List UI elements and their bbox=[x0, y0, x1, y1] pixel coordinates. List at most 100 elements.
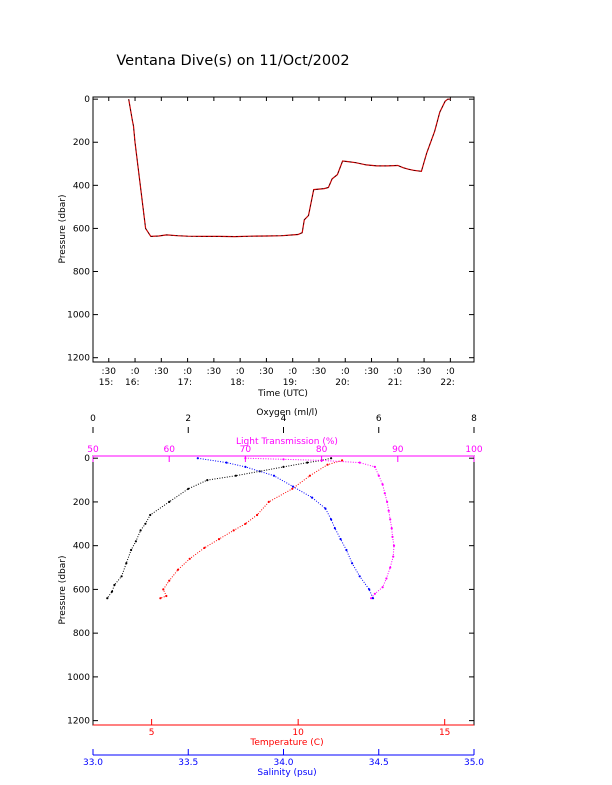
oxygen-profile-point bbox=[234, 474, 237, 477]
oxygen-tick-label: 2 bbox=[185, 414, 191, 424]
profile-y-tick-label: 1000 bbox=[67, 673, 90, 683]
salinity-profile-point bbox=[368, 588, 371, 591]
temperature-profile-point bbox=[232, 529, 235, 532]
oxygen-profile-point bbox=[206, 479, 209, 482]
temperature-profile-point bbox=[176, 568, 180, 571]
oxygen-profile-point bbox=[187, 487, 190, 490]
profile-y-tick-label: 200 bbox=[73, 498, 90, 508]
temperature-profile-point bbox=[203, 546, 206, 550]
temperature-profile-line bbox=[160, 459, 343, 599]
temperature-profile-point bbox=[291, 487, 294, 490]
oxygen-profile-point bbox=[282, 465, 285, 468]
salinity-profile-point bbox=[272, 474, 276, 477]
time-y-tick-label: 1000 bbox=[67, 311, 90, 321]
light_transmission-profile-point bbox=[387, 509, 390, 512]
profile-series bbox=[106, 457, 396, 600]
salinity-tick-label: 34.0 bbox=[273, 758, 293, 768]
light_transmission-profile-point bbox=[383, 492, 386, 495]
time-x-tick-label: :30 bbox=[102, 367, 117, 377]
time-y-tick-label: 800 bbox=[73, 268, 90, 278]
time-x-tick-sublabel: 19: bbox=[283, 378, 297, 388]
salinity-axis-title: Salinity (psu) bbox=[257, 768, 316, 778]
time-x-tick-label: :0 bbox=[236, 367, 245, 377]
light_transmission-tick-label: 70 bbox=[240, 445, 252, 455]
oxygen-profile-point bbox=[113, 583, 116, 587]
profile-y-tick-label: 800 bbox=[73, 629, 90, 639]
profile-y-tick-label: 400 bbox=[73, 542, 90, 552]
time-x-tick-sublabel: 20: bbox=[335, 378, 349, 388]
time-x-ticks: :3015::016::30:017::30:018::30:019::30:0… bbox=[99, 97, 455, 388]
time-x-tick-label: :0 bbox=[341, 367, 350, 377]
salinity-tick-label: 34.5 bbox=[369, 758, 389, 768]
light_transmission-profile-point bbox=[389, 566, 392, 569]
time-x-tick-sublabel: 22: bbox=[440, 378, 454, 388]
profile-chart: 0 2 4 6 8 50 60 70 80 90 100 5 10 15 33.0 33.5 34.0 34.5 3… bbox=[58, 408, 484, 778]
light_transmission-profile-point bbox=[370, 597, 373, 600]
salinity-tick-label: 33.0 bbox=[83, 758, 103, 768]
time-chart-frame bbox=[92, 96, 475, 363]
light_transmission-profile-point bbox=[391, 535, 394, 539]
temperature-tick-label: 10 bbox=[292, 728, 304, 738]
light_transmission-tick-label: 80 bbox=[316, 445, 328, 455]
oxygen-profile-point bbox=[306, 461, 309, 464]
temperature-tick-label: 15 bbox=[439, 728, 450, 738]
light_transmission-profile-point bbox=[381, 483, 384, 486]
time-x-axis-title: Time (UTC) bbox=[257, 389, 308, 399]
time-x-tick-label: :30 bbox=[312, 367, 327, 377]
time-y-tick-label: 400 bbox=[73, 181, 90, 191]
temperature-profile-point bbox=[308, 474, 311, 477]
salinity-tick-label: 35.0 bbox=[464, 758, 484, 768]
oxygen-tick-label: 6 bbox=[376, 414, 382, 424]
light_transmission-profile-point bbox=[385, 577, 388, 580]
temperature-profile-point bbox=[188, 557, 191, 560]
temperature-profile-point bbox=[326, 463, 329, 466]
light_transmission-profile-point bbox=[392, 544, 396, 547]
salinity-profile-point bbox=[324, 507, 327, 510]
salinity-profile-point bbox=[291, 485, 295, 488]
light_transmission-profile-point bbox=[392, 555, 395, 558]
salinity-profile-point bbox=[311, 496, 314, 499]
light_transmission-tick-label: 100 bbox=[465, 445, 482, 455]
salinity-profile-point bbox=[330, 518, 333, 521]
light_transmission-profile-point bbox=[373, 592, 376, 595]
temperature-profile-point bbox=[162, 588, 165, 591]
oxygen-profile-point bbox=[144, 522, 147, 525]
light_transmission-profile-point bbox=[373, 465, 376, 468]
oxygen-profile-point bbox=[330, 457, 333, 460]
salinity-profile-point bbox=[244, 465, 247, 468]
temperature-profile-point bbox=[256, 513, 259, 517]
light-transmission-axis-title: Light Transmission (%) bbox=[236, 437, 338, 447]
time-y-axis-title: Pressure (dbar) bbox=[58, 195, 68, 264]
salinity-profile-point bbox=[333, 527, 336, 530]
salinity-profile-point bbox=[225, 461, 228, 464]
profile-y-tick-label: 600 bbox=[73, 585, 90, 595]
temperature-profile-point bbox=[159, 597, 162, 600]
oxygen-profile-point bbox=[149, 513, 152, 517]
light_transmission-profile-point bbox=[244, 457, 247, 460]
light_transmission-profile-line bbox=[245, 457, 395, 599]
temperature-profile-point bbox=[217, 538, 221, 541]
profile-chart-frame bbox=[92, 455, 475, 726]
light_transmission-profile-point bbox=[389, 518, 392, 521]
light_transmission-profile-point bbox=[377, 474, 380, 477]
temperature-profile-point bbox=[168, 579, 171, 582]
oxygen-profile-point bbox=[168, 500, 171, 503]
salinity-profile-point bbox=[358, 575, 361, 578]
time-y-tick-label: 1200 bbox=[67, 354, 90, 364]
time-x-tick-sublabel: 17: bbox=[178, 378, 192, 388]
time-x-tick-label: :30 bbox=[207, 367, 222, 377]
time-y-tick-label: 600 bbox=[73, 224, 90, 234]
oxygen-axis-title: Oxygen (ml/l) bbox=[256, 408, 317, 418]
time-series bbox=[128, 98, 451, 238]
oxygen-tick-label: 8 bbox=[471, 414, 477, 424]
salinity-profile-point bbox=[351, 562, 354, 565]
light_transmission-profile-point bbox=[320, 459, 323, 462]
temperature-profile-point bbox=[267, 500, 270, 503]
light_transmission-tick-label: 90 bbox=[392, 445, 404, 455]
time-x-tick-label: :0 bbox=[393, 367, 402, 377]
salinity-profile-point bbox=[345, 548, 348, 552]
time-x-tick-sublabel: 21: bbox=[388, 378, 402, 388]
light_transmission-profile-point bbox=[358, 461, 361, 464]
figure-title: Ventana Dive(s) on 11/Oct/2002 bbox=[116, 53, 349, 69]
light_transmission-tick-label: 50 bbox=[87, 445, 99, 455]
